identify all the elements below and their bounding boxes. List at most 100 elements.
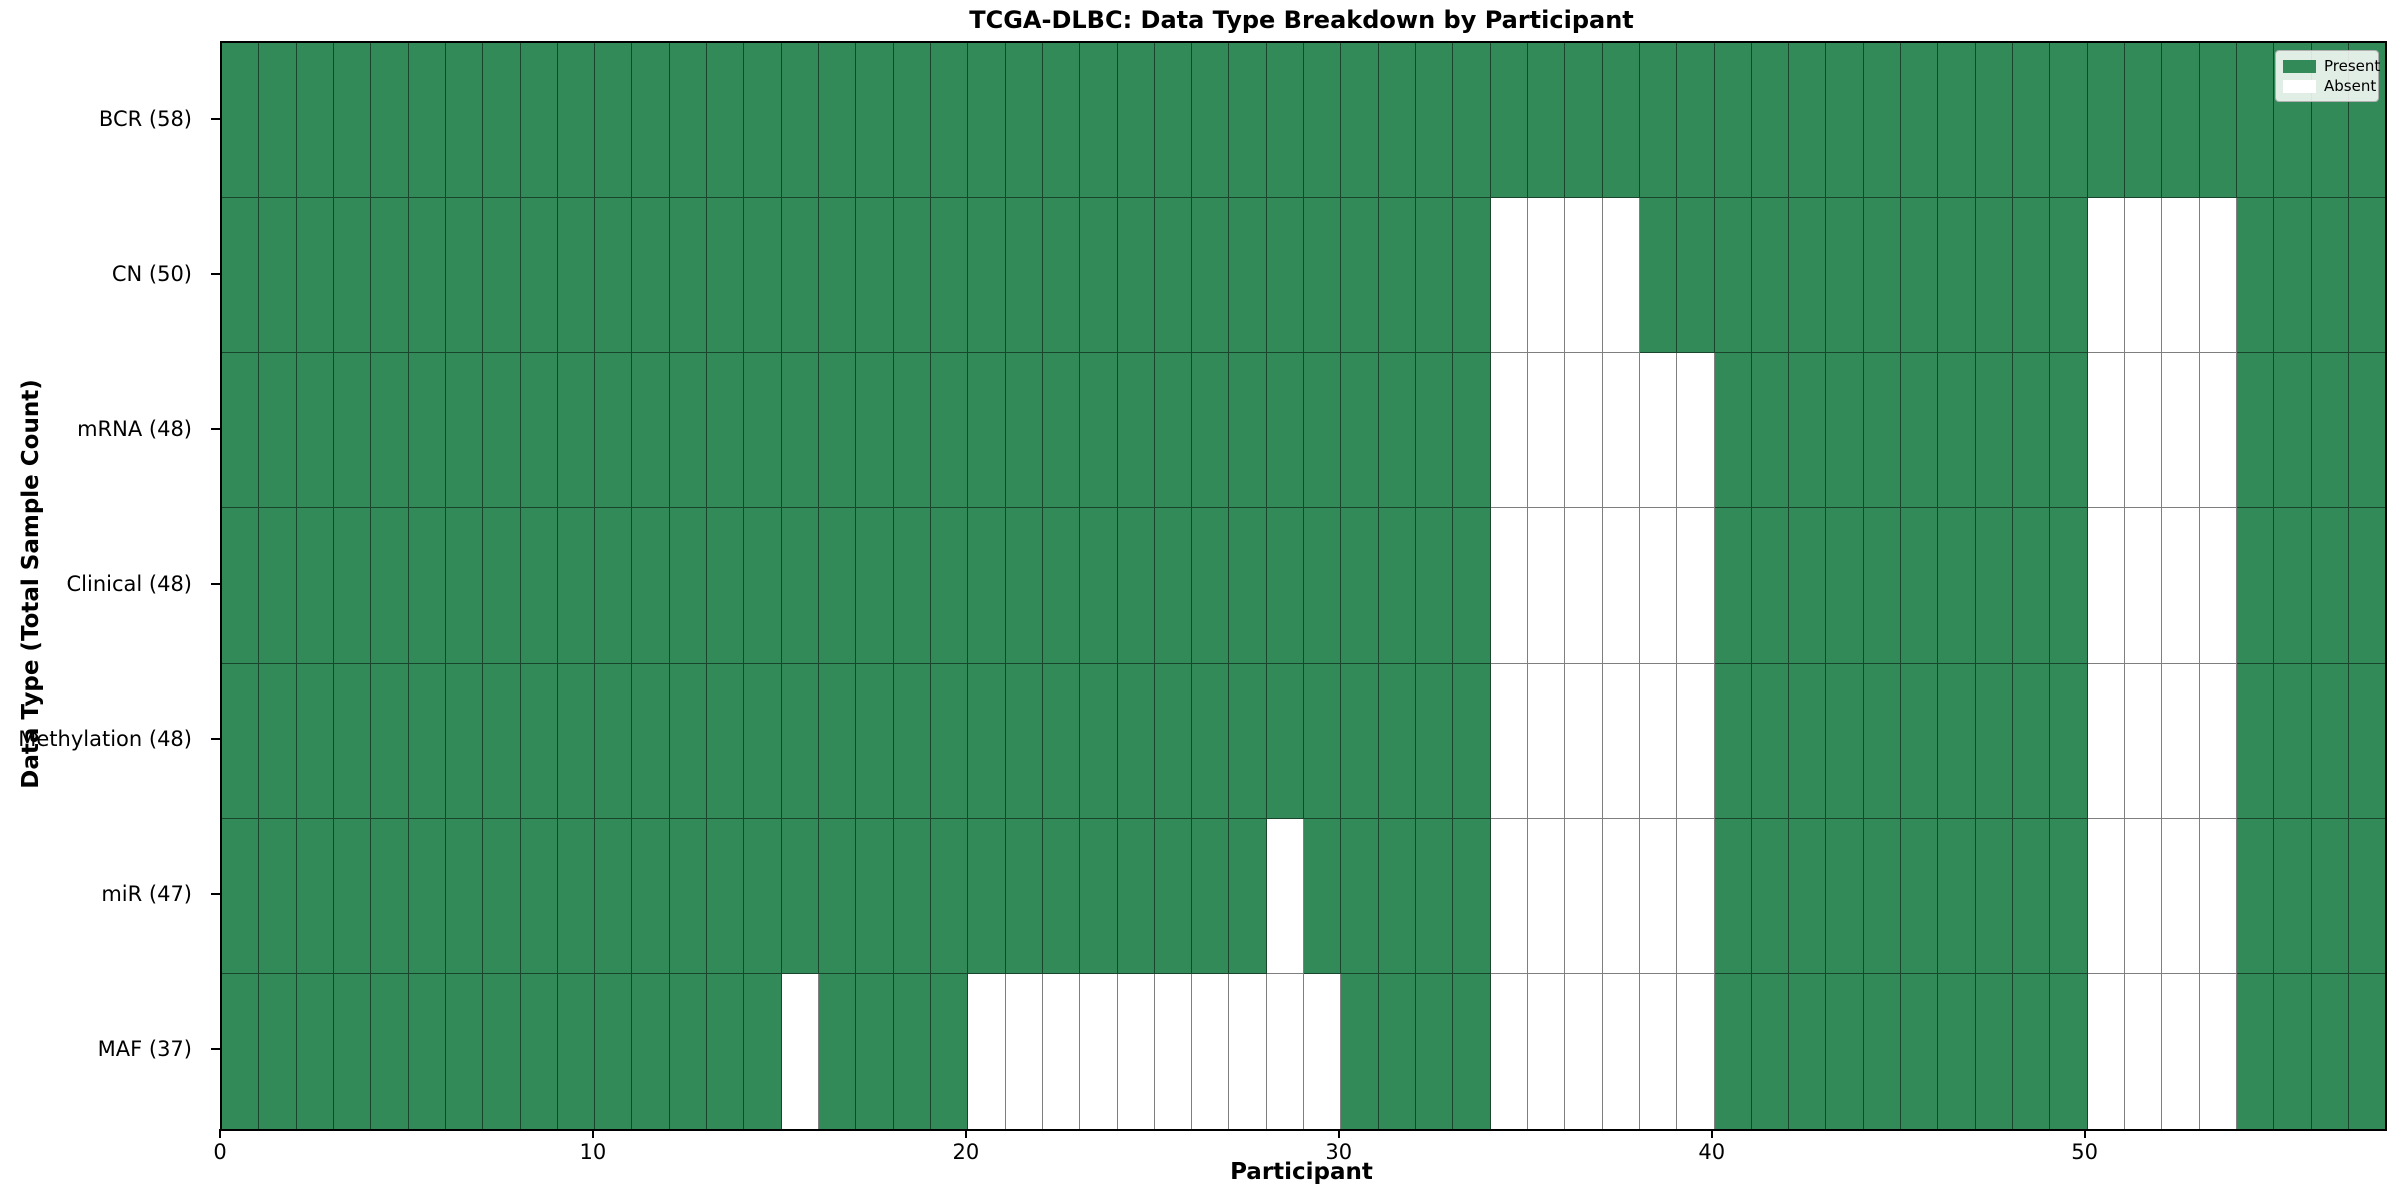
heatmap-cell [1714, 353, 1752, 509]
heatmap-cell [1192, 43, 1230, 199]
heatmap-cell [781, 43, 819, 199]
heatmap-cell [483, 508, 521, 664]
heatmap-cell [2311, 198, 2349, 354]
heatmap-cell [483, 818, 521, 974]
heatmap-cell [483, 43, 521, 199]
heatmap-cell [2236, 973, 2275, 1129]
heatmap-cell [669, 818, 708, 974]
heatmap-cell [968, 43, 1006, 199]
heatmap-cell [1005, 43, 1043, 199]
heatmap-cell [1080, 43, 1118, 199]
heatmap-cell [819, 663, 857, 819]
y-tick-label: CN (50) [111, 261, 192, 286]
heatmap-cell [1938, 973, 1976, 1129]
heatmap-cell [707, 43, 745, 199]
heatmap-cell [819, 818, 857, 974]
heatmap-cell [1490, 198, 1528, 354]
heatmap-cell [1826, 353, 1864, 509]
heatmap-cell [2087, 353, 2125, 509]
heatmap-cell [1042, 198, 1081, 354]
heatmap-cell [371, 663, 409, 819]
heatmap-cell [1751, 508, 1790, 664]
heatmap-cell [1901, 353, 1939, 509]
heatmap-cell [1639, 508, 1678, 664]
heatmap-cell [1341, 353, 1379, 509]
heatmap-cell [2013, 973, 2051, 1129]
heatmap-cell [520, 818, 558, 974]
heatmap-cell [1117, 663, 1155, 819]
heatmap-cell [408, 198, 446, 354]
heatmap-cell [1527, 43, 1566, 199]
x-axis-title: Participant [1230, 1159, 1373, 1185]
heatmap-cell [1527, 973, 1566, 1129]
heatmap-cell [2162, 818, 2200, 974]
x-tick-mark [219, 1129, 221, 1138]
heatmap-cell [1416, 198, 1454, 354]
heatmap-cell [2274, 973, 2312, 1129]
heatmap-cell [2236, 353, 2275, 509]
heatmap-cell [1863, 43, 1902, 199]
heatmap-cell [2162, 973, 2200, 1129]
heatmap-cell [557, 818, 596, 974]
heatmap-cell [1975, 973, 2013, 1129]
heatmap-cell [1863, 198, 1902, 354]
heatmap-cell [1005, 663, 1043, 819]
heatmap-cell [408, 818, 446, 974]
y-tick-label: mRNA (48) [77, 416, 192, 441]
heatmap-cell [744, 663, 782, 819]
heatmap-cell [1789, 508, 1827, 664]
legend-present-label: Present [2324, 57, 2381, 75]
heatmap-cell [2162, 353, 2200, 509]
heatmap-cell [968, 353, 1006, 509]
heatmap-cell [1416, 43, 1454, 199]
heatmap-cell [2311, 818, 2349, 974]
heatmap-cell [1901, 973, 1939, 1129]
heatmap-cell [520, 663, 558, 819]
heatmap-cell [2311, 508, 2349, 664]
heatmap-cell [1938, 663, 1976, 819]
heatmap-cell [1304, 818, 1342, 974]
heatmap-cell [1826, 663, 1864, 819]
heatmap-cell [1639, 353, 1678, 509]
heatmap-cell [1378, 508, 1416, 664]
heatmap-cell [445, 818, 484, 974]
heatmap-cell [557, 973, 596, 1129]
heatmap-cell [259, 508, 297, 664]
heatmap-cell [1826, 973, 1864, 1129]
x-tick-label: 0 [213, 1140, 227, 1164]
heatmap-cell [1901, 508, 1939, 664]
heatmap-cell [1117, 508, 1155, 664]
y-axis-labels: BCR (58) CN (50) mRNA (48) Clinical (48) Met… [0, 41, 204, 1127]
heatmap-cell [483, 663, 521, 819]
heatmap-cell [1341, 508, 1379, 664]
heatmap-cell [1192, 818, 1230, 974]
heatmap-cell [1639, 663, 1678, 819]
heatmap-cell [1341, 198, 1379, 354]
x-tick-label: 20 [952, 1140, 980, 1164]
heatmap-cell [968, 973, 1006, 1129]
heatmap-cell [2236, 663, 2275, 819]
heatmap-cell [1901, 818, 1939, 974]
heatmap-cell [1938, 353, 1976, 509]
heatmap-cell [1304, 508, 1342, 664]
heatmap-cell [1527, 353, 1566, 509]
heatmap-cell [2236, 818, 2275, 974]
heatmap-cell [371, 508, 409, 664]
heatmap-cell [259, 198, 297, 354]
heatmap-cell [893, 353, 931, 509]
heatmap-cell [371, 198, 409, 354]
x-tick-label: 30 [1325, 1140, 1353, 1164]
heatmap-cell [856, 663, 894, 819]
heatmap-cell [893, 973, 931, 1129]
heatmap-cell [1192, 353, 1230, 509]
heatmap-cell [2124, 43, 2163, 199]
heatmap-cell [1975, 353, 2013, 509]
heatmap-cell [259, 663, 297, 819]
heatmap-cell [632, 508, 670, 664]
y-tick-mark [211, 972, 220, 1127]
heatmap-cell [1639, 973, 1678, 1129]
heatmap-cell [781, 508, 819, 664]
heatmap-cell [1453, 198, 1491, 354]
heatmap-cell [707, 973, 745, 1129]
heatmap-cell [2124, 508, 2163, 664]
